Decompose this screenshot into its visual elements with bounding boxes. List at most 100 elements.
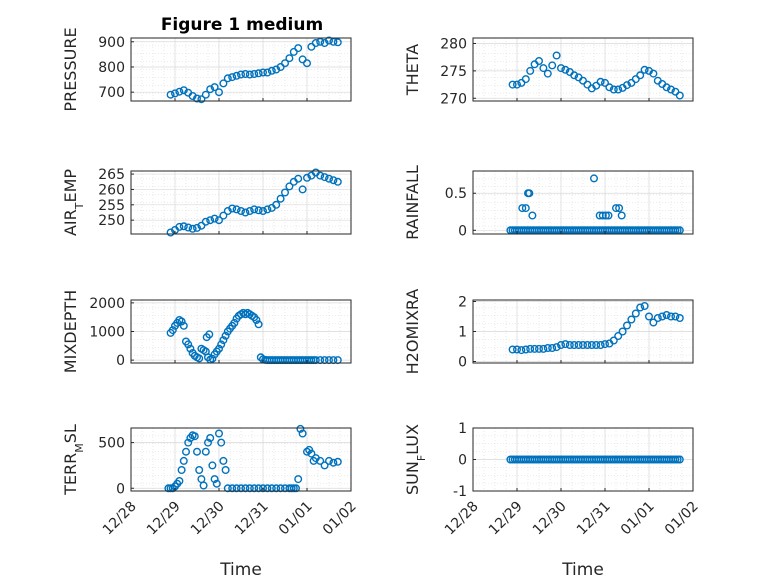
x-tick-label: 12/28 xyxy=(100,498,140,538)
data-point xyxy=(245,484,254,493)
data-point xyxy=(329,458,338,467)
x-tick-label: 12/29 xyxy=(144,498,184,538)
data-point xyxy=(320,173,329,182)
data-point xyxy=(259,68,268,77)
data-point xyxy=(210,83,219,92)
data-point xyxy=(252,316,261,325)
data-point xyxy=(557,64,566,73)
data-point xyxy=(325,174,334,183)
data-point xyxy=(548,344,557,353)
data-point xyxy=(623,81,632,90)
data-point xyxy=(219,336,228,345)
data-point xyxy=(329,176,338,185)
data-point xyxy=(223,484,232,493)
data-point xyxy=(535,344,544,353)
y-axis-label: THETA xyxy=(403,44,422,96)
data-point xyxy=(596,77,605,86)
data-point xyxy=(583,341,592,350)
data-point xyxy=(592,341,601,350)
data-point xyxy=(333,457,342,466)
data-point xyxy=(254,484,263,493)
y-tick-label: 800 xyxy=(98,60,125,76)
data-point xyxy=(168,326,177,335)
y-axis-label: TERRMSL xyxy=(61,424,86,496)
data-point xyxy=(596,341,605,350)
data-point xyxy=(333,38,342,47)
data-point xyxy=(228,204,237,213)
data-point xyxy=(561,65,570,74)
data-point xyxy=(177,466,186,475)
x-tick-label: 12/28 xyxy=(442,498,482,538)
data-point xyxy=(263,68,272,77)
data-point xyxy=(166,90,175,99)
axes-box xyxy=(472,37,694,102)
data-point xyxy=(294,475,303,484)
x-tick-label: 12/31 xyxy=(574,498,614,538)
data-point xyxy=(548,61,557,70)
data-point xyxy=(263,205,272,214)
y-tick-label: 275 xyxy=(440,64,467,80)
data-point xyxy=(598,211,607,220)
data-point xyxy=(289,47,298,56)
data-point xyxy=(518,204,527,213)
data-point xyxy=(179,456,188,465)
data-point xyxy=(281,188,290,197)
data-point xyxy=(292,484,301,493)
data-point xyxy=(316,456,325,465)
data-point xyxy=(601,340,610,349)
y-tick-label: 2000 xyxy=(89,296,125,312)
data-point xyxy=(508,80,517,89)
data-point xyxy=(530,344,539,353)
data-point xyxy=(217,340,226,349)
data-point xyxy=(627,315,636,324)
data-point xyxy=(236,70,245,79)
data-point xyxy=(250,205,259,214)
data-point xyxy=(671,312,680,321)
y-tick-label: 700 xyxy=(98,85,125,101)
y-tick-label: 0 xyxy=(458,223,467,239)
data-point xyxy=(612,204,621,213)
data-point xyxy=(298,185,307,194)
data-point xyxy=(303,447,312,456)
y-tick-label: 0 xyxy=(458,355,467,371)
data-point xyxy=(232,484,241,493)
y-axis-label: AIRTEMP xyxy=(61,169,86,236)
y-tick-label: -1 xyxy=(453,484,467,500)
data-point xyxy=(259,484,268,493)
data-point xyxy=(517,346,526,355)
data-point xyxy=(179,321,188,330)
data-point xyxy=(579,76,588,85)
data-point xyxy=(658,312,667,321)
data-point xyxy=(640,65,649,74)
data-point xyxy=(561,340,570,349)
data-point xyxy=(223,74,232,83)
data-point xyxy=(192,447,201,456)
data-point xyxy=(614,85,623,94)
data-point xyxy=(623,321,632,330)
data-point xyxy=(201,90,210,99)
y-tick-label: 1 xyxy=(458,325,467,341)
data-point xyxy=(181,447,190,456)
data-point xyxy=(653,314,662,323)
data-point xyxy=(631,309,640,318)
data-point xyxy=(197,475,206,484)
data-point xyxy=(184,223,193,232)
data-point xyxy=(170,89,179,98)
y-axis-label: RAINFALL xyxy=(403,165,422,240)
data-point xyxy=(254,69,263,78)
x-tick-label: 01/01 xyxy=(618,498,658,538)
y-tick-label: 270 xyxy=(440,91,467,107)
data-point xyxy=(521,345,530,354)
data-point xyxy=(230,318,239,327)
data-point xyxy=(208,354,217,363)
data-point xyxy=(615,204,624,213)
data-point xyxy=(539,64,548,73)
x-tick-label: 12/30 xyxy=(188,498,228,538)
data-point xyxy=(263,484,272,493)
axes-box xyxy=(130,427,352,492)
data-point xyxy=(601,78,610,87)
data-point xyxy=(184,340,193,349)
data-point xyxy=(212,479,221,488)
